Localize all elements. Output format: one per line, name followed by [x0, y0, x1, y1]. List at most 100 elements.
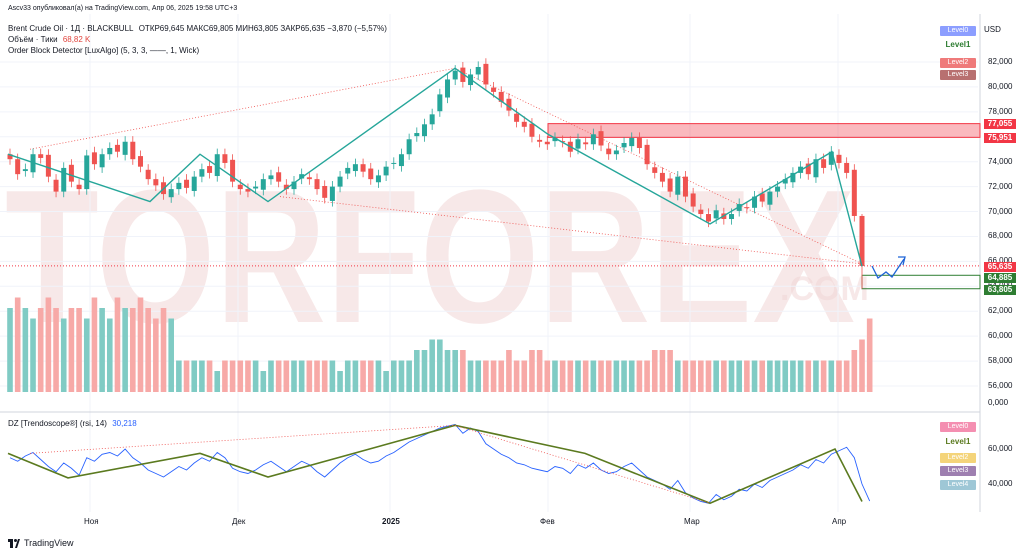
volume-bar	[137, 297, 144, 392]
indicator2-line: DZ [Trendoscope®] (rsi, 14) 30,218	[8, 419, 140, 429]
candle-body	[352, 164, 358, 172]
candle-body	[368, 168, 374, 180]
volume-line: Объём · Тики 68,82 K	[8, 35, 93, 45]
volume-bar	[460, 350, 466, 392]
volume-bar	[183, 360, 190, 392]
volume-bar	[106, 318, 113, 392]
volume-bar	[721, 360, 727, 392]
level1-top: Level1	[945, 40, 971, 49]
indicator1-label[interactable]: Order Block Detector [LuxAlgo] (5, 3, 3,…	[8, 46, 200, 55]
candle-body	[759, 193, 765, 202]
date-axis-label: Мар	[684, 517, 700, 526]
volume-bar	[283, 360, 290, 392]
volume-bar	[222, 360, 228, 392]
volume-bar	[759, 360, 766, 392]
candle-body	[299, 174, 305, 179]
rsi-line	[9, 424, 871, 504]
volume-bar	[552, 360, 558, 392]
candle-body	[191, 176, 197, 191]
candle-body	[844, 162, 850, 173]
volume-bar	[83, 318, 90, 392]
volume-bar	[245, 360, 251, 392]
candle-body	[836, 154, 842, 163]
price-axis-label: 82,000	[988, 57, 1013, 66]
volume-bar	[268, 360, 274, 392]
candle-body	[521, 121, 527, 127]
volume-bar	[674, 360, 681, 392]
level0-top: Level0	[940, 26, 976, 36]
indicator2-label[interactable]: DZ [Trendoscope®] (rsi, 14)	[8, 419, 107, 428]
volume-bar	[122, 308, 128, 392]
candle-body	[790, 172, 796, 183]
candle-body	[821, 159, 827, 168]
volume-label[interactable]: Объём · Тики	[8, 35, 58, 44]
candle-body	[61, 167, 67, 192]
candle-body	[460, 67, 466, 82]
footer-text: TradingView	[24, 538, 74, 548]
price-axis-label: 62,000	[988, 306, 1013, 316]
rsi-axis-label: 40,000	[988, 479, 1013, 488]
volume-bar	[713, 360, 719, 392]
order-block-rect	[547, 123, 981, 138]
candle-body	[475, 66, 481, 75]
volume-bar	[199, 360, 205, 392]
candle-body	[621, 143, 627, 148]
volume-bar	[191, 360, 198, 392]
candle-body	[207, 166, 213, 173]
candle-body	[606, 148, 612, 155]
symbol-title[interactable]: Brent Crude Oil · 1Д · BLACKBULL	[8, 24, 134, 33]
currency-label[interactable]: USD	[984, 25, 1001, 34]
candle-body	[329, 186, 335, 201]
candle-body	[253, 186, 259, 189]
indicator2-value: 30,218	[112, 419, 137, 428]
volume-bar	[321, 360, 328, 392]
candle-body	[682, 176, 688, 197]
volume-bar	[421, 350, 428, 392]
low-tag: 63,805	[984, 285, 1016, 295]
candle-body	[322, 185, 328, 198]
candle-body	[291, 181, 297, 190]
candle-body	[398, 154, 404, 167]
volume-bar	[498, 360, 505, 392]
candle-body	[22, 169, 28, 172]
date-axis-label: Апр	[832, 517, 847, 526]
candle-body	[107, 147, 113, 155]
candle-body	[752, 196, 758, 208]
candle-body	[529, 123, 535, 137]
volume-bar	[130, 308, 136, 392]
candle-body	[498, 91, 504, 102]
candle-body	[283, 184, 289, 190]
candle-body	[483, 63, 489, 85]
tradingview-logo[interactable]: TradingView	[8, 538, 74, 548]
volume-bar	[521, 360, 528, 392]
volume-bar	[851, 350, 858, 392]
candle-body	[590, 134, 596, 145]
volume-bar	[91, 297, 98, 392]
candle-body	[199, 169, 205, 177]
volume-bar	[76, 308, 82, 392]
candle-body	[360, 164, 366, 172]
candle-body	[506, 98, 512, 111]
candle-body	[268, 175, 274, 180]
candle-body	[137, 156, 143, 167]
candle-body	[153, 179, 159, 186]
volume-bar	[866, 318, 873, 392]
candle-body	[276, 172, 282, 182]
date-axis-label: 2025	[382, 517, 400, 526]
volume-bar	[352, 360, 359, 392]
volume-bar	[828, 360, 835, 392]
volume-bar	[636, 360, 643, 392]
candle-body	[230, 159, 236, 182]
candle-body	[345, 167, 351, 174]
volume-bar	[53, 308, 59, 392]
zigzag-line	[7, 67, 863, 267]
candle-body	[659, 172, 665, 182]
candle-body	[675, 176, 681, 195]
price-axis-label: 66,000	[988, 256, 1013, 266]
candle-body	[130, 141, 136, 160]
level3-top: Level3	[940, 70, 976, 80]
candle-body	[514, 113, 520, 122]
volume-bar	[37, 308, 44, 392]
candle-body	[552, 138, 558, 142]
